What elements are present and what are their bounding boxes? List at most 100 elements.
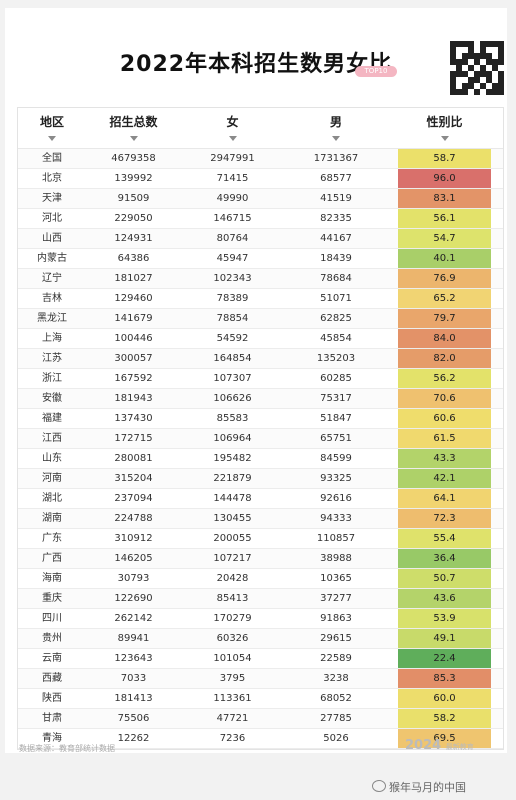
cell-ratio: 83.1 — [398, 189, 491, 208]
column-header-ratio[interactable]: 性别比 — [398, 108, 491, 148]
title-tag: TOP10 — [355, 66, 397, 77]
cell-ratio: 56.2 — [398, 369, 491, 388]
table-row: 陕西 181413 113361 68052 60.0 — [18, 689, 503, 709]
cell-male: 27785 — [320, 713, 352, 724]
cell-region: 甘肃 — [42, 713, 62, 724]
cell-region: 山西 — [42, 233, 62, 244]
sort-arrow-icon[interactable] — [129, 136, 138, 141]
column-header-label: 招生总数 — [109, 115, 158, 129]
cell-female: 45947 — [216, 253, 249, 264]
sort-arrow-icon[interactable] — [332, 136, 340, 141]
cell-ratio: 43.3 — [398, 449, 491, 468]
cell-region: 广西 — [42, 553, 62, 564]
cell-region: 云南 — [42, 653, 62, 664]
cell-female: 170279 — [213, 613, 252, 624]
cell-total: 129460 — [114, 293, 153, 304]
table-row: 湖北 237094 144478 92616 64.1 — [18, 489, 503, 509]
cell-ratio: 58.2 — [398, 709, 491, 728]
cell-male: 1731367 — [313, 153, 359, 164]
cell-female: 54592 — [216, 333, 249, 344]
cell-male: 93325 — [320, 473, 352, 484]
cell-female: 146715 — [213, 213, 252, 224]
sort-arrow-icon[interactable] — [228, 136, 237, 141]
cell-region: 陕西 — [42, 693, 62, 704]
cell-female: 200055 — [213, 533, 252, 544]
cell-total: 100446 — [114, 333, 153, 344]
cell-female: 85583 — [216, 413, 249, 424]
table-row: 辽宁 181027 102343 78684 76.9 — [18, 269, 503, 289]
table-row: 吉林 129460 78389 51071 65.2 — [18, 289, 503, 309]
cell-total: 64386 — [117, 253, 150, 264]
table-row: 河北 229050 146715 82335 56.1 — [18, 209, 503, 229]
cell-ratio: 61.5 — [398, 429, 491, 448]
cell-male: 22589 — [320, 653, 352, 664]
cell-male: 51071 — [320, 293, 352, 304]
table-row: 甘肃 75506 47721 27785 58.2 — [18, 709, 503, 729]
cell-female: 101054 — [213, 653, 252, 664]
cell-region: 全国 — [42, 153, 62, 164]
cell-total: 123643 — [114, 653, 153, 664]
cell-female: 7236 — [219, 733, 246, 744]
cell-total: 167592 — [114, 373, 153, 384]
column-header-total[interactable]: 招生总数 — [86, 108, 181, 148]
cell-female: 2947991 — [210, 153, 255, 164]
cell-region: 辽宁 — [42, 273, 62, 284]
cell-female: 20428 — [216, 573, 249, 584]
cell-female: 102343 — [213, 273, 252, 284]
cell-region: 吉林 — [42, 293, 62, 304]
cell-female: 85413 — [216, 593, 249, 604]
cell-male: 37277 — [320, 593, 352, 604]
cell-region: 四川 — [42, 613, 62, 624]
column-header-label: 地区 — [39, 115, 64, 129]
table-row: 上海 100446 54592 45854 84.0 — [18, 329, 503, 349]
table-row: 安徽 181943 106626 75317 70.6 — [18, 389, 503, 409]
cell-ratio: 40.1 — [398, 249, 491, 268]
cell-female: 106964 — [213, 433, 252, 444]
column-header-female[interactable]: 女 — [181, 108, 284, 148]
cell-male: 91863 — [320, 613, 352, 624]
cell-ratio: 79.7 — [398, 309, 491, 328]
table-row: 广东 310912 200055 110857 55.4 — [18, 529, 503, 549]
sort-arrow-icon[interactable] — [440, 136, 449, 141]
table-row: 天津 91509 49990 41519 83.1 — [18, 189, 503, 209]
table-row: 北京 139992 71415 68577 96.0 — [18, 169, 503, 189]
cell-total: 7033 — [120, 673, 147, 684]
table-row: 四川 262142 170279 91863 53.9 — [18, 609, 503, 629]
cell-total: 262142 — [114, 613, 153, 624]
cell-male: 29615 — [320, 633, 352, 644]
cell-male: 92616 — [320, 493, 352, 504]
cell-male: 68577 — [320, 173, 352, 184]
cell-region: 海南 — [42, 573, 62, 584]
cell-region: 黑龙江 — [37, 313, 67, 324]
cell-male: 110857 — [316, 533, 356, 544]
cell-female: 144478 — [213, 493, 252, 504]
page-title: 2022年本科招生数男女比 — [119, 52, 393, 77]
cell-male: 41519 — [320, 193, 352, 204]
column-header-region[interactable]: 地区 — [18, 108, 86, 148]
table-row: 全国 4679358 2947991 1731367 58.7 — [18, 149, 503, 169]
column-header-label: 男 — [329, 115, 342, 129]
cell-total: 300057 — [114, 353, 153, 364]
cell-ratio: 85.3 — [398, 669, 491, 688]
cell-male: 10365 — [320, 573, 352, 584]
cell-ratio: 64.1 — [398, 489, 491, 508]
cell-ratio: 42.1 — [398, 469, 491, 488]
cell-female: 113361 — [213, 693, 252, 704]
cell-male: 38988 — [320, 553, 352, 564]
table-row: 河南 315204 221879 93325 42.1 — [18, 469, 503, 489]
column-header-male[interactable]: 男 — [284, 108, 388, 148]
cell-ratio: 53.9 — [398, 609, 491, 628]
table-header: 地区 招生总数 女 男 性别比 — [18, 108, 503, 149]
cell-region: 江苏 — [42, 353, 62, 364]
cell-ratio: 58.7 — [398, 149, 491, 168]
cell-total: 122690 — [114, 593, 153, 604]
cell-total: 137430 — [114, 413, 153, 424]
cell-ratio: 72.3 — [398, 509, 491, 528]
cell-female: 106626 — [213, 393, 252, 404]
table-row: 重庆 122690 85413 37277 43.6 — [18, 589, 503, 609]
sort-arrow-icon[interactable] — [48, 136, 56, 141]
cell-total: 181027 — [114, 273, 153, 284]
table-row: 浙江 167592 107307 60285 56.2 — [18, 369, 503, 389]
cell-ratio: 50.7 — [398, 569, 491, 588]
cell-region: 河北 — [42, 213, 62, 224]
